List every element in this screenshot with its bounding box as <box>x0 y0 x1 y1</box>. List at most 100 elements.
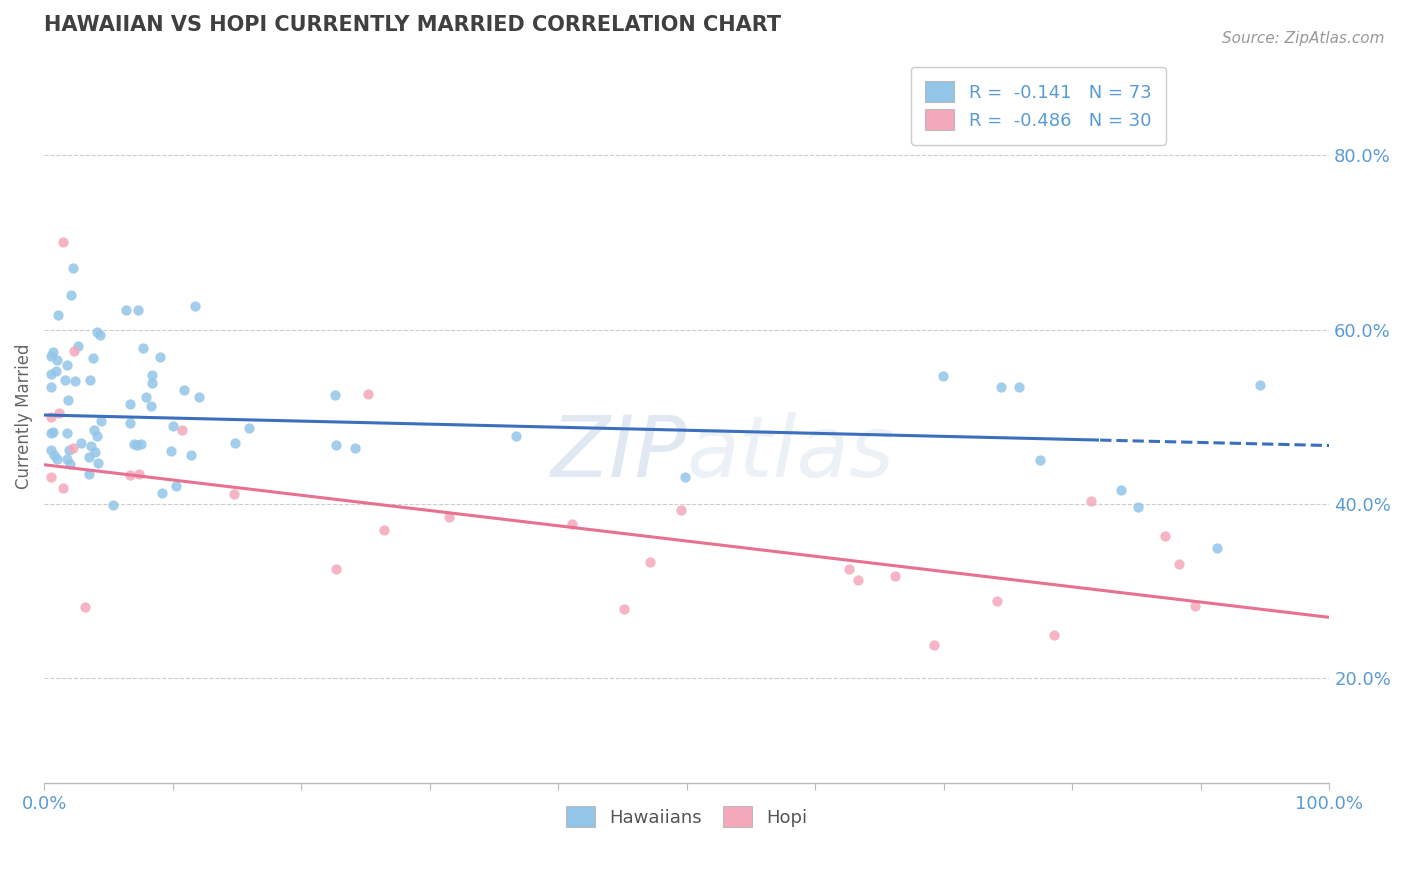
Point <box>1153 529 1175 543</box>
Point <box>63 344 86 359</box>
Point <box>65 374 87 388</box>
Point <box>77 450 100 465</box>
Point <box>79 373 101 387</box>
Point <box>103 498 125 512</box>
Point <box>437 510 460 524</box>
Point <box>344 442 367 456</box>
Point <box>46 452 69 467</box>
Point <box>1080 493 1102 508</box>
Point <box>120 397 142 411</box>
Point <box>141 368 163 382</box>
Point <box>159 444 181 458</box>
Point <box>56 452 79 467</box>
Point <box>56 358 79 372</box>
Point <box>884 569 907 583</box>
Point <box>56 425 79 440</box>
Point <box>149 350 172 364</box>
Point <box>83 445 105 459</box>
Point <box>922 638 945 652</box>
Text: atlas: atlas <box>686 412 894 495</box>
Point <box>141 399 163 413</box>
Point <box>53 373 76 387</box>
Point <box>673 469 696 483</box>
Point <box>132 341 155 355</box>
Point <box>357 387 380 401</box>
Point <box>58 442 80 457</box>
Point <box>1029 453 1052 467</box>
Point <box>150 486 173 500</box>
Point <box>39 426 62 441</box>
Point <box>173 383 195 397</box>
Point <box>838 562 860 576</box>
Point <box>59 457 82 471</box>
Point <box>52 235 75 250</box>
Point <box>62 261 84 276</box>
Point <box>1042 628 1064 642</box>
Point <box>373 524 395 538</box>
Point <box>115 303 138 318</box>
Point <box>77 467 100 481</box>
Point <box>162 418 184 433</box>
Point <box>325 562 347 576</box>
Point <box>42 425 65 440</box>
Point <box>39 380 62 394</box>
Text: ZIP: ZIP <box>550 412 686 495</box>
Point <box>325 438 347 452</box>
Point <box>141 376 163 391</box>
Point <box>39 349 62 363</box>
Point <box>39 469 62 483</box>
Point <box>39 442 62 457</box>
Point <box>46 309 69 323</box>
Point <box>990 380 1012 394</box>
Point <box>56 393 79 408</box>
Point <box>224 436 246 450</box>
Point <box>127 303 149 318</box>
Point <box>82 351 104 365</box>
Point <box>1168 558 1191 572</box>
Point <box>39 367 62 381</box>
Point <box>62 441 84 455</box>
Point <box>125 438 148 452</box>
Point <box>67 339 90 353</box>
Point <box>1126 500 1149 515</box>
Point <box>932 369 955 384</box>
Point <box>613 602 636 616</box>
Point <box>1205 541 1227 555</box>
Point <box>638 555 661 569</box>
Point <box>87 456 110 470</box>
Point <box>86 325 108 339</box>
Point <box>671 503 693 517</box>
Point <box>184 299 207 313</box>
Point <box>323 388 346 402</box>
Point <box>505 429 527 443</box>
Legend: Hawaiians, Hopi: Hawaiians, Hopi <box>557 797 817 837</box>
Point <box>128 467 150 481</box>
Point <box>1184 599 1206 613</box>
Point <box>118 468 141 483</box>
Point <box>846 573 869 587</box>
Point <box>986 593 1008 607</box>
Y-axis label: Currently Married: Currently Married <box>15 344 32 490</box>
Point <box>1249 378 1271 392</box>
Point <box>42 448 65 462</box>
Point <box>80 439 103 453</box>
Point <box>561 517 583 532</box>
Point <box>180 448 202 462</box>
Point <box>83 423 105 437</box>
Point <box>165 479 187 493</box>
Point <box>89 327 111 342</box>
Point <box>222 487 245 501</box>
Point <box>135 390 157 404</box>
Point <box>90 414 112 428</box>
Text: HAWAIIAN VS HOPI CURRENTLY MARRIED CORRELATION CHART: HAWAIIAN VS HOPI CURRENTLY MARRIED CORRE… <box>44 15 782 35</box>
Point <box>45 353 67 368</box>
Point <box>45 364 67 378</box>
Point <box>59 288 82 302</box>
Point <box>48 406 70 420</box>
Point <box>86 429 108 443</box>
Point <box>1008 379 1031 393</box>
Point <box>122 437 145 451</box>
Point <box>129 437 152 451</box>
Point <box>170 423 193 437</box>
Point <box>75 599 97 614</box>
